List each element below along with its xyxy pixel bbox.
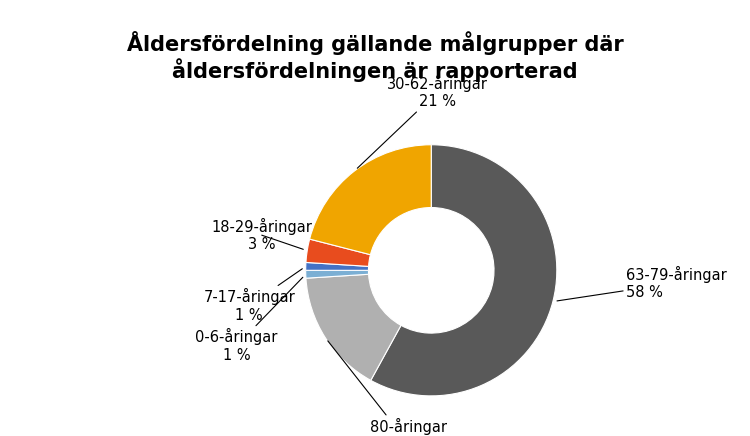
- Wedge shape: [306, 262, 368, 270]
- Text: 0-6-åringar
1 %: 0-6-åringar 1 %: [196, 277, 303, 363]
- Text: 18-29-åringar
3 %: 18-29-åringar 3 %: [211, 218, 312, 252]
- Wedge shape: [306, 274, 401, 380]
- Text: 80-åringar
eller över
16 %: 80-åringar eller över 16 %: [328, 341, 447, 436]
- Wedge shape: [370, 145, 556, 396]
- Wedge shape: [306, 239, 370, 266]
- Wedge shape: [306, 270, 368, 278]
- Text: 30-62-åringar
21 %: 30-62-åringar 21 %: [357, 75, 488, 168]
- Text: 63-79-åringar
58 %: 63-79-åringar 58 %: [557, 266, 727, 301]
- Text: 7-17-åringar
1 %: 7-17-åringar 1 %: [203, 269, 302, 323]
- Text: Åldersfördelning gällande målgrupper där
åldersfördelningen är rapporterad: Åldersfördelning gällande målgrupper där…: [127, 31, 623, 82]
- Wedge shape: [310, 145, 431, 255]
